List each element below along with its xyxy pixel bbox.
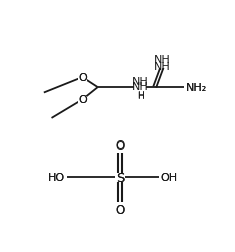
Text: NH₂: NH₂: [186, 83, 208, 93]
Bar: [115, 145, 125, 153]
Bar: [78, 96, 87, 104]
Bar: [115, 202, 125, 210]
Text: H: H: [137, 91, 144, 100]
Text: S: S: [116, 171, 124, 184]
Text: HO: HO: [48, 173, 65, 182]
Bar: [156, 60, 168, 69]
Text: H: H: [137, 91, 144, 101]
Text: NH₂: NH₂: [186, 83, 208, 93]
Text: NH: NH: [132, 82, 149, 92]
Text: O: O: [115, 203, 125, 216]
Text: NH: NH: [154, 62, 171, 72]
Text: O: O: [78, 73, 87, 83]
Text: OH: OH: [161, 173, 178, 182]
Text: O: O: [78, 95, 87, 105]
Bar: [78, 74, 87, 82]
Text: HO: HO: [48, 173, 65, 182]
Bar: [115, 173, 125, 182]
Text: O: O: [115, 204, 125, 216]
Bar: [134, 81, 146, 89]
Text: O: O: [115, 138, 125, 151]
Text: NH: NH: [132, 76, 149, 86]
Text: OH: OH: [161, 173, 178, 182]
Text: NH: NH: [154, 55, 171, 65]
Text: O: O: [78, 73, 87, 83]
Text: O: O: [115, 139, 125, 152]
Text: S: S: [116, 171, 124, 184]
Text: O: O: [78, 95, 87, 105]
